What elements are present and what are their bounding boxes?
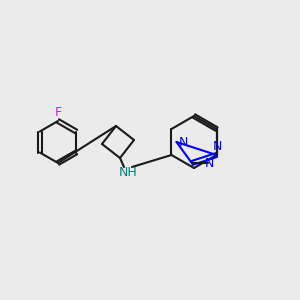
Text: N: N [205, 157, 214, 170]
Text: N: N [178, 136, 188, 149]
Text: NH: NH [118, 166, 137, 178]
Text: N: N [213, 140, 222, 153]
Text: F: F [54, 106, 61, 119]
